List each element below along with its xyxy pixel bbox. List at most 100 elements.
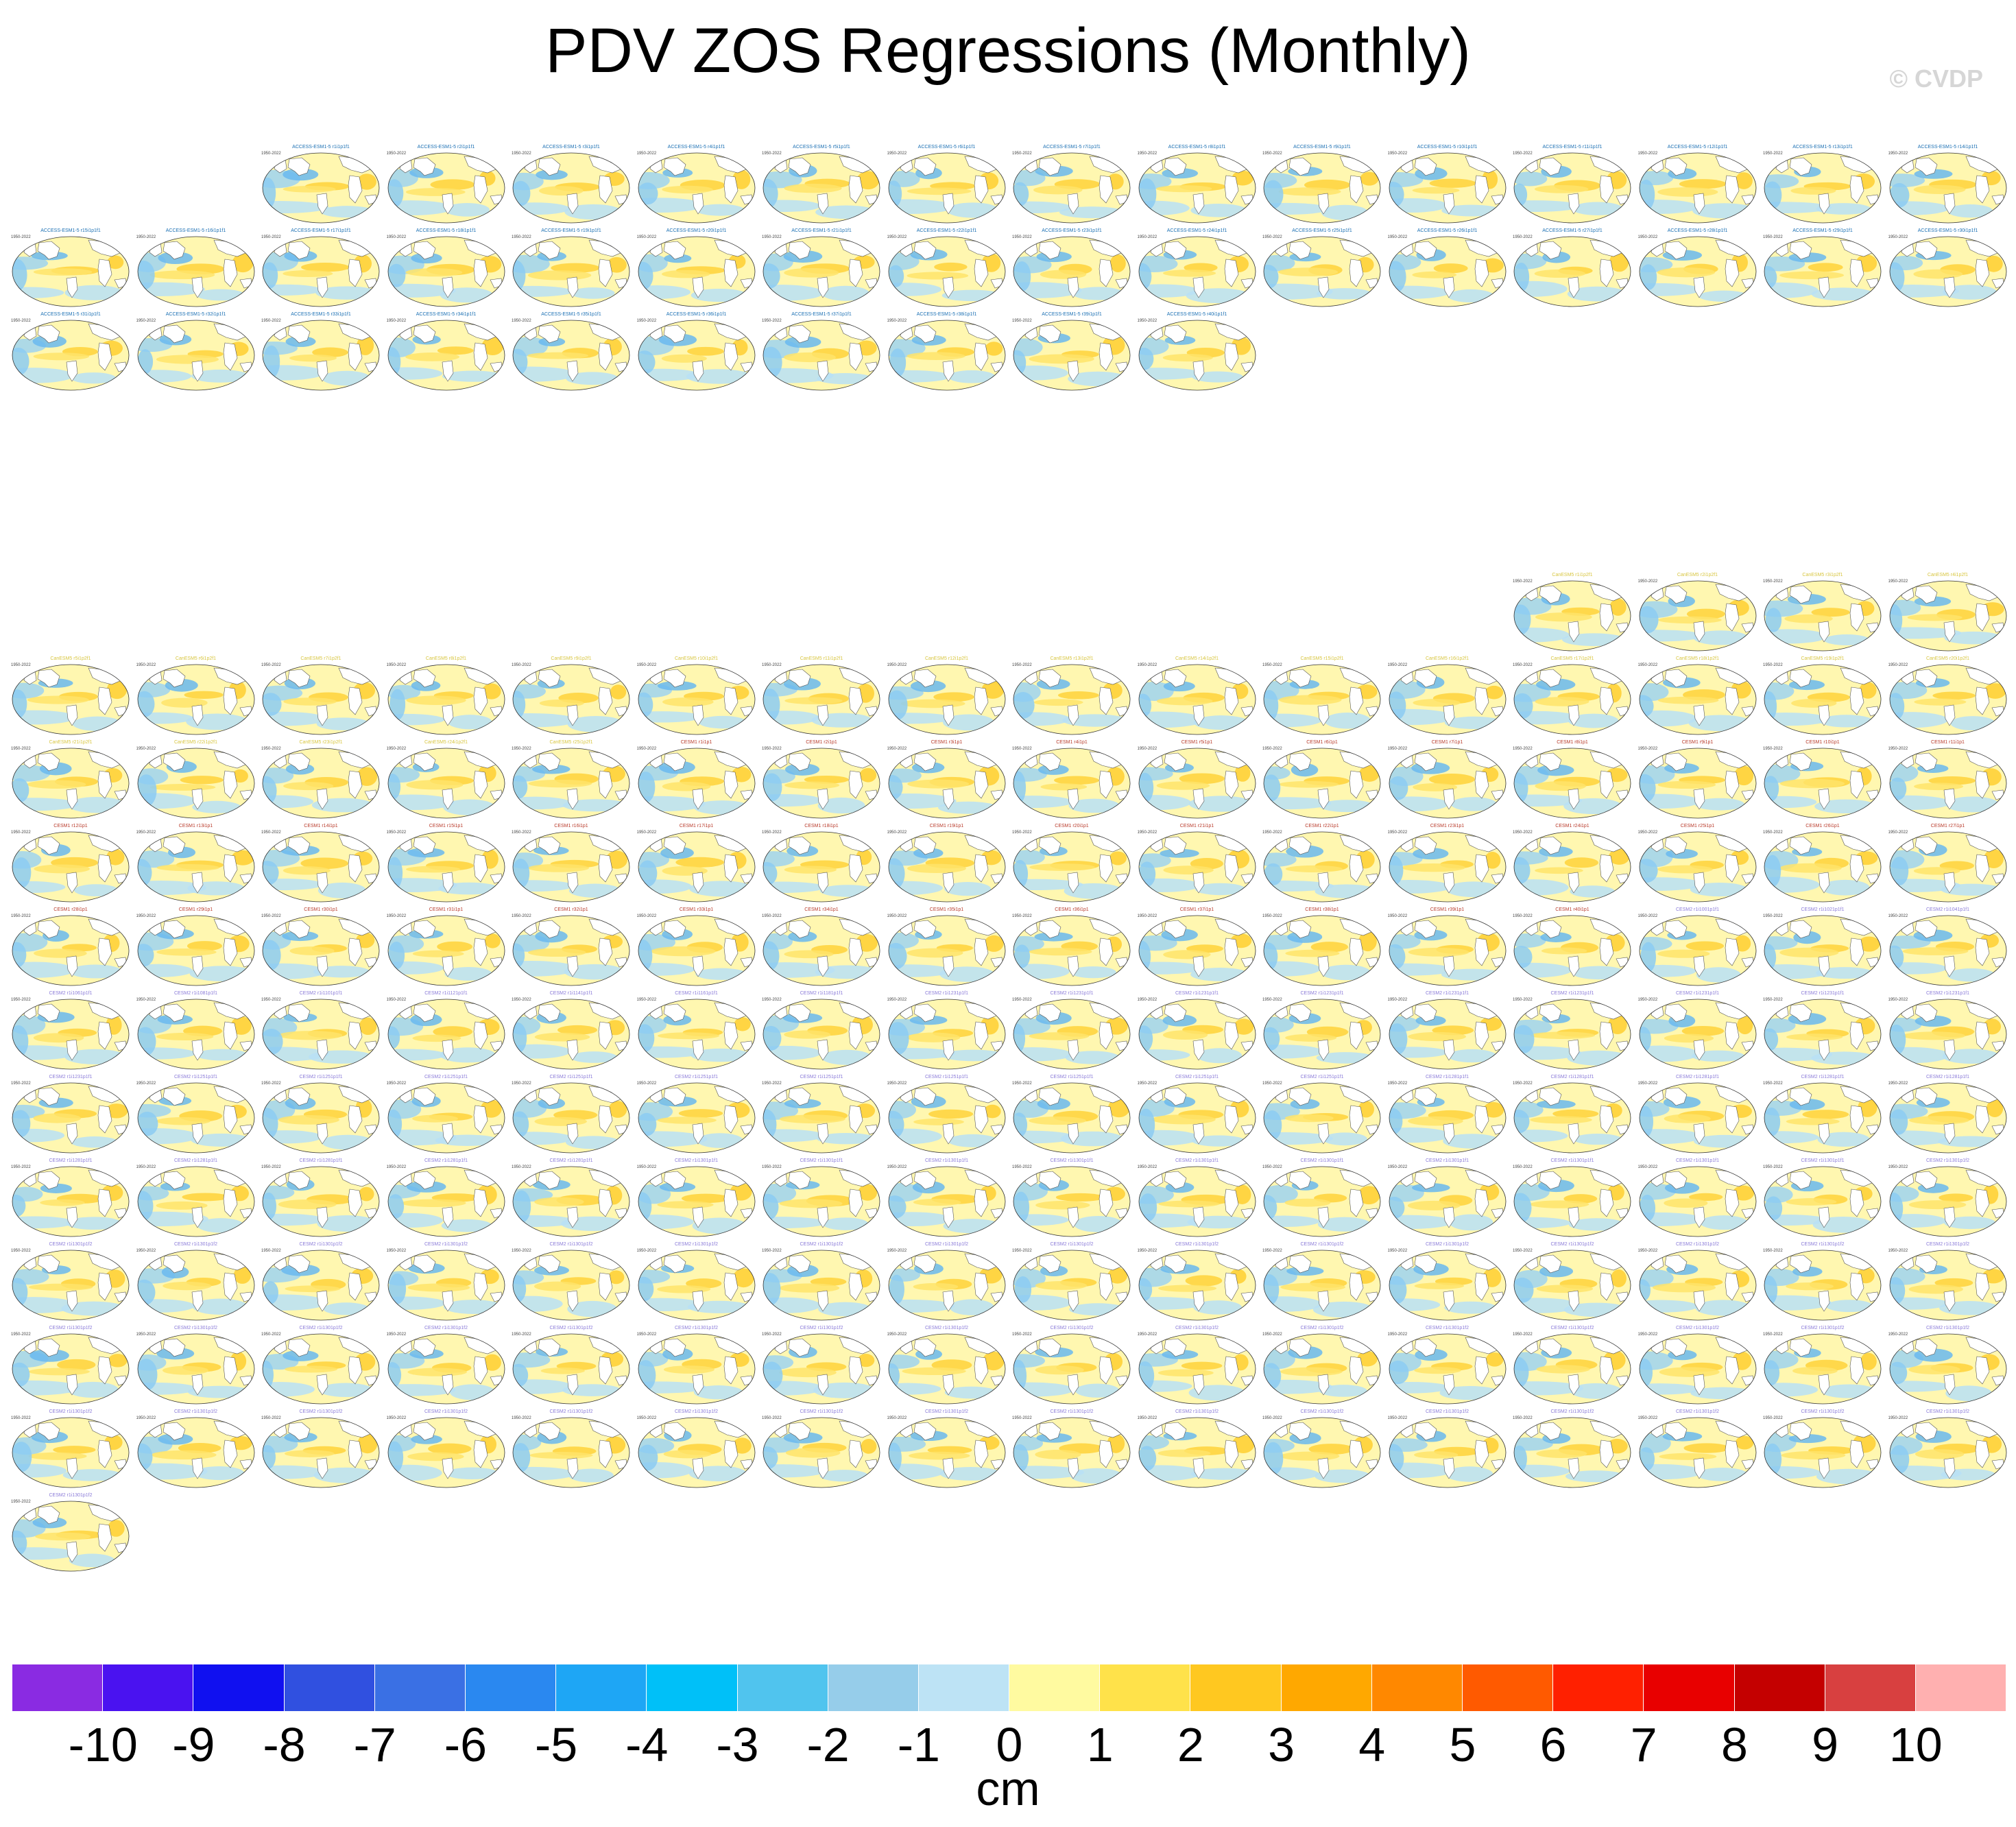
figure-title: PDV ZOS Regressions (Monthly) (545, 16, 1471, 86)
panel-title: ACCESS-ESM1-5 r3i1p1f1 (542, 145, 600, 150)
panel-title: CESM1 r39i1p1 (1430, 907, 1465, 912)
regression-map-panel: ACCESS-ESM1-5 r35i1p1f1 1950-2022 (510, 311, 632, 392)
regression-map-panel: CESM1 r35i1p1 1950-2022 (886, 907, 1008, 988)
world-map (1889, 1166, 2006, 1237)
world-map (1764, 999, 1882, 1070)
regression-map-panel: CESM2 r1i1301p1f1 1950-2022 (1762, 1158, 1884, 1239)
regression-map-panel: CESM1 r39i1p1 1950-2022 (1387, 907, 1509, 988)
regression-map-panel: CESM2 r1i1251p1f1 1950-2022 (760, 1074, 883, 1155)
panel-years: 1950-2022 (1137, 831, 1157, 835)
panel-years: 1950-2022 (887, 1416, 907, 1420)
regression-map-panel: CESM2 r1i1251p1f1 1950-2022 (636, 1074, 758, 1155)
regression-map-panel: CESM1 r24i1p1 1950-2022 (1511, 823, 1633, 904)
panel-title: ACCESS-ESM1-5 r26i1p1f1 (1417, 228, 1478, 233)
regression-map-panel: CanESM5 r12i1p2f1 1950-2022 (886, 656, 1008, 737)
panel-title: CESM2 r1i1301p1f2 (173, 1409, 218, 1414)
panel-title: CESM2 r1i1231p1f1 (1925, 991, 1970, 996)
regression-map-panel: CESM2 r1i1251p1f1 1950-2022 (1011, 1074, 1133, 1155)
panel-title: CESM2 r1i1301p1f2 (800, 1326, 843, 1330)
world-map (12, 1082, 130, 1154)
colorbar-tick-label: -9 (172, 1718, 215, 1771)
regression-map-panel: CanESM5 r13i1p2f1 1950-2022 (1011, 656, 1133, 737)
panel-years: 1950-2022 (1387, 152, 1408, 156)
world-map (512, 152, 630, 224)
regression-map-panel: ACCESS-ESM1-5 r8i1p1f1 1950-2022 (1136, 144, 1258, 225)
world-map (1889, 999, 2006, 1070)
regression-map-panel: CESM1 r1i1p1 1950-2022 (636, 739, 758, 820)
panel-years: 1950-2022 (1763, 663, 1783, 667)
regression-map-panel: ACCESS-ESM1-5 r22i1p1f1 1950-2022 (886, 228, 1008, 309)
colorbar-tick-label: 3 (1268, 1718, 1295, 1771)
regression-map-panel: CanESM5 r21i1p2f1 1950-2022 (10, 739, 132, 820)
world-map (888, 1417, 1005, 1488)
panel-years: 1950-2022 (762, 1333, 782, 1337)
regression-map-panel: CESM2 r1i1301p1f2 1950-2022 (1637, 1325, 1759, 1406)
panel-years: 1950-2022 (636, 1333, 657, 1337)
panel-years: 1950-2022 (1012, 998, 1032, 1002)
panel-title: CESM2 r1i1301p1f2 (1550, 1242, 1594, 1247)
panel-title: CESM2 r1i1281p1f1 (549, 1158, 593, 1163)
panel-years: 1950-2022 (1763, 1333, 1783, 1337)
regression-map-panel: CESM1 r10i1p1 1950-2022 (1762, 739, 1884, 820)
panel-years: 1950-2022 (1387, 747, 1408, 751)
world-map (1013, 664, 1131, 735)
world-map (137, 1166, 254, 1237)
colorbar-swatch (1825, 1664, 1916, 1711)
world-map (1889, 1417, 2006, 1488)
regression-map-panel: ACCESS-ESM1-5 r18i1p1f1 1950-2022 (385, 228, 507, 309)
regression-map-panel: ACCESS-ESM1-5 r27i1p1f1 1950-2022 (1511, 228, 1633, 309)
regression-map-panel: CESM1 r34i1p1 1950-2022 (760, 907, 883, 988)
world-map (888, 999, 1005, 1070)
colorbar-tick-label: -2 (806, 1718, 850, 1771)
panel-years: 1950-2022 (261, 747, 281, 751)
panel-years: 1950-2022 (261, 1333, 281, 1337)
panel-title: CESM2 r1i1301p1f1 (800, 1158, 843, 1163)
panel-title: CanESM5 r4i1p2f1 (1927, 573, 1969, 577)
world-map (512, 915, 630, 986)
panel-years: 1950-2022 (636, 914, 657, 918)
panel-years: 1950-2022 (1012, 1416, 1032, 1420)
regression-map-panel: CESM1 r33i1p1 1950-2022 (636, 907, 758, 988)
panel-years: 1950-2022 (1513, 235, 1533, 239)
regression-map-panel: CESM1 r4i1p1 1950-2022 (1011, 739, 1133, 820)
colorbar (12, 1664, 2007, 1711)
panel-years: 1950-2022 (1513, 1249, 1533, 1253)
panel-years: 1950-2022 (887, 1249, 907, 1253)
regression-map-panel: CESM2 r1i1231p1f1 1950-2022 (10, 1074, 132, 1155)
panel-years: 1950-2022 (1888, 663, 1908, 667)
panel-title: CESM1 r14i1p1 (304, 824, 338, 828)
world-map (638, 1082, 755, 1154)
regression-map-panel: CESM1 r40i1p1 1950-2022 (1511, 907, 1633, 988)
panel-title: CanESM5 r24i1p2f1 (424, 740, 468, 745)
world-map (1263, 236, 1381, 307)
panel-years: 1950-2022 (512, 1333, 531, 1337)
regression-map-panel: CESM2 r1i1301p1f1 1950-2022 (1261, 1158, 1383, 1239)
panel-years: 1950-2022 (136, 747, 156, 751)
world-map (1639, 1166, 1756, 1237)
panel-years: 1950-2022 (762, 1082, 782, 1086)
world-map (888, 320, 1005, 391)
panel-years: 1950-2022 (1137, 1165, 1157, 1169)
world-map (387, 748, 505, 819)
world-map (1013, 236, 1131, 307)
panel-years: 1950-2022 (261, 319, 281, 323)
panel-title: CESM1 r2i1p1 (806, 740, 837, 745)
world-map (137, 664, 254, 735)
panel-title: CESM2 r1i1301p1f2 (1675, 1409, 1720, 1414)
panel-title: CESM2 r1i1231p1f1 (1050, 991, 1094, 996)
colorbar-tick-label: 2 (1177, 1718, 1204, 1771)
panel-title: CESM2 r1i1301p1f2 (1050, 1326, 1094, 1330)
regression-map-panel: CESM2 r1i1301p1f2 1950-2022 (1762, 1409, 1884, 1490)
regression-map-panel: ACCESS-ESM1-5 r20i1p1f1 1950-2022 (636, 228, 758, 309)
panel-title: CESM1 r40i1p1 (1555, 907, 1589, 912)
panel-title: ACCESS-ESM1-5 r31i1p1f1 (40, 312, 101, 317)
panel-years: 1950-2022 (386, 831, 407, 835)
panel-title: ACCESS-ESM1-5 r22i1p1f1 (916, 228, 977, 233)
world-map (638, 999, 755, 1070)
panel-years: 1950-2022 (386, 319, 407, 323)
panel-years: 1950-2022 (1888, 914, 1908, 918)
panel-years: 1950-2022 (1137, 1082, 1157, 1086)
colorbar-tick-label: 6 (1539, 1718, 1567, 1771)
colorbar-swatch (1734, 1664, 1825, 1711)
panel-years: 1950-2022 (136, 663, 156, 667)
